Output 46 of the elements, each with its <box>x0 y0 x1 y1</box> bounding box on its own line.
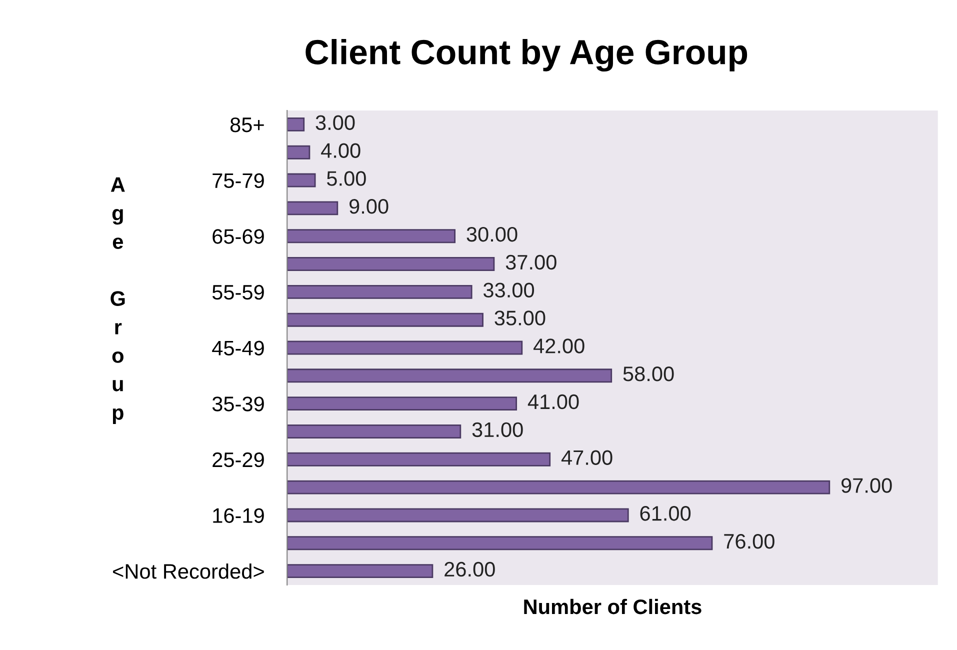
y-tick-label: 65-69 <box>212 229 264 244</box>
bar <box>287 564 434 578</box>
bar <box>287 536 713 550</box>
data-label: 33.00 <box>484 282 534 298</box>
data-label: 35.00 <box>494 310 546 326</box>
data-label: 47.00 <box>561 450 612 465</box>
y-tick-label: 55-59 <box>212 284 264 300</box>
data-label: 41.00 <box>528 394 579 410</box>
data-label: 58.00 <box>623 366 674 382</box>
bar <box>287 368 612 383</box>
data-label: 97.00 <box>841 478 892 493</box>
chart-title: Client Count by Age Group <box>306 38 748 72</box>
bar <box>287 340 523 355</box>
bar <box>287 480 830 494</box>
y-tick-label: 25-29 <box>212 452 264 468</box>
bar <box>287 173 316 188</box>
data-label: 30.00 <box>466 226 518 242</box>
bar <box>287 145 310 160</box>
data-label: 61.00 <box>640 506 691 521</box>
data-label: 3.00 <box>316 115 355 130</box>
x-axis-title: Number of Clients <box>524 598 702 614</box>
y-tick-label: 85+ <box>230 117 264 132</box>
data-label: 31.00 <box>472 422 523 438</box>
data-label: 4.00 <box>321 143 360 158</box>
bar <box>287 257 495 271</box>
bar <box>287 229 456 244</box>
y-tick-label: <Not Recorded> <box>113 563 264 579</box>
bar <box>287 452 551 466</box>
y-tick-label: 45-49 <box>212 340 264 356</box>
bar <box>287 117 305 132</box>
data-label: 26.00 <box>444 562 495 577</box>
text: Age Group <box>110 177 125 424</box>
data-label: 42.00 <box>534 338 584 354</box>
bar <box>287 201 338 216</box>
data-label: 9.00 <box>350 199 388 214</box>
bar <box>287 312 484 327</box>
bar <box>287 508 629 522</box>
data-label: 37.00 <box>506 254 556 270</box>
bar <box>287 396 518 411</box>
data-label: 76.00 <box>724 534 774 549</box>
y-tick-label: 16-19 <box>213 508 264 523</box>
bar <box>287 284 472 299</box>
y-tick-label: 75-79 <box>212 173 264 188</box>
data-label: 5.00 <box>327 171 366 186</box>
bar <box>287 424 462 438</box>
y-tick-label: 35-39 <box>212 396 264 412</box>
